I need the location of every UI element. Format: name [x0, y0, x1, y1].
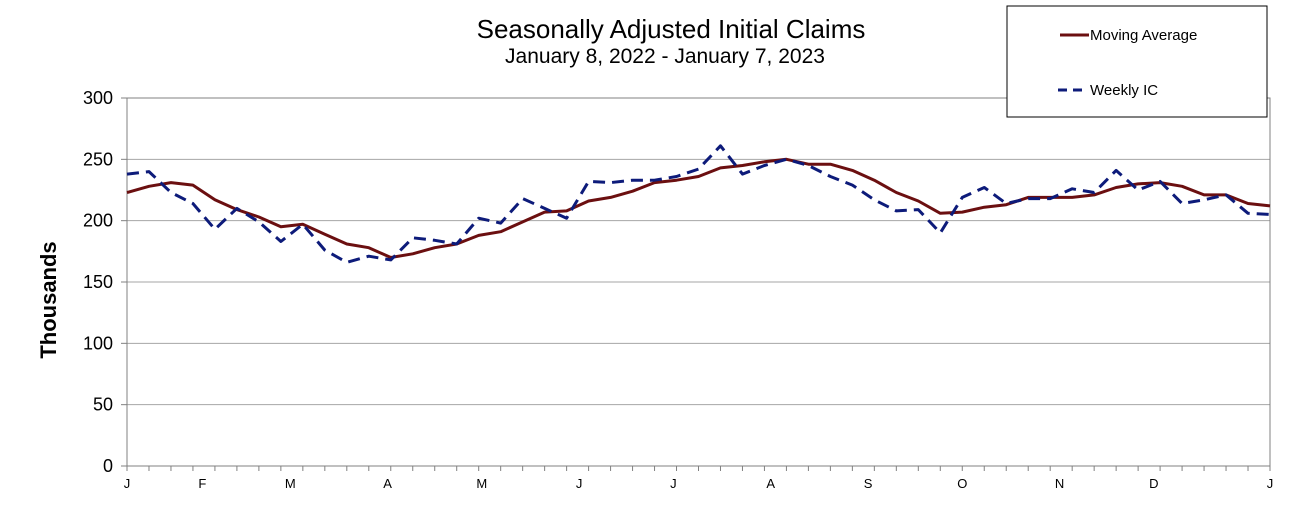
x-tick-label: N	[1055, 476, 1064, 491]
plot-area-border	[126, 97, 1271, 467]
y-tick-label: 50	[93, 395, 113, 415]
y-tick-label: 300	[83, 88, 113, 108]
x-tick-label: A	[766, 476, 775, 491]
x-tick-label: A	[383, 476, 392, 491]
x-tick-label: M	[476, 476, 487, 491]
x-tick-label: D	[1149, 476, 1158, 491]
series-line-weekly-ic	[126, 144, 1271, 264]
x-tick-label: J	[1267, 476, 1274, 491]
y-tick-label: 100	[83, 333, 113, 353]
chart-subtitle: January 8, 2022 - January 7, 2023	[505, 45, 825, 68]
legend: Moving Average Weekly IC	[1006, 5, 1268, 118]
y-tick-label: 0	[103, 456, 113, 476]
x-tick-label: O	[957, 476, 967, 491]
gridlines	[121, 97, 1270, 467]
chart-title: Seasonally Adjusted Initial Claims	[477, 14, 866, 44]
y-tick-label: 250	[83, 149, 113, 169]
series-lines	[126, 144, 1271, 264]
legend-label-moving-average: Moving Average	[1090, 27, 1197, 44]
series-line-moving-average	[126, 157, 1271, 259]
x-tick-marks	[126, 466, 1271, 471]
y-tick-labels: 0 50 100 150 200 250 300	[83, 88, 113, 476]
y-tick-label: 200	[83, 211, 113, 231]
y-axis-label: Thousands	[36, 241, 61, 358]
x-tick-label: F	[198, 476, 206, 491]
legend-box	[1006, 5, 1268, 118]
legend-label-weekly-ic: Weekly IC	[1090, 82, 1158, 99]
x-tick-label: S	[864, 476, 873, 491]
x-tick-label: M	[285, 476, 296, 491]
y-tick-label: 150	[83, 272, 113, 292]
x-tick-label: J	[670, 476, 677, 491]
x-tick-label: J	[124, 476, 131, 491]
x-tick-label: J	[576, 476, 583, 491]
